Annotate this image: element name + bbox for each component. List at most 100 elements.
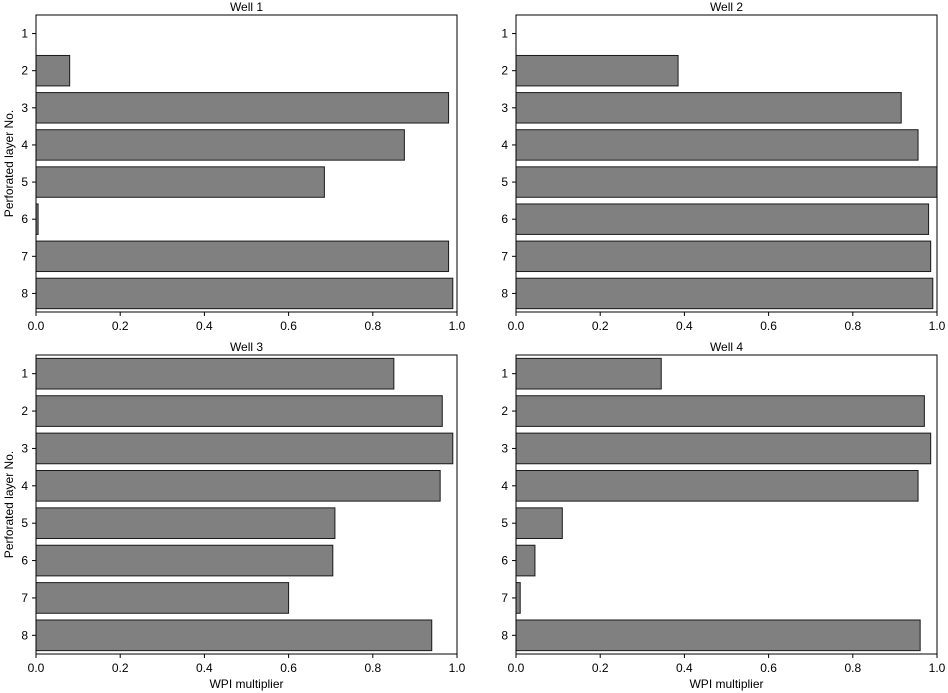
bar-layer-5 (515, 166, 938, 198)
x-tick-label: 1.0 (929, 661, 946, 675)
bar-layer-1 (35, 357, 395, 390)
y-tick-label: 5 (21, 516, 28, 530)
x-tick-label: 0.6 (760, 661, 777, 675)
y-axis-label: Perforated layer No. (2, 110, 16, 217)
panel-title: Well 1 (230, 0, 263, 14)
x-tick-label: 0.2 (592, 319, 609, 333)
x-tick-label: 0.4 (196, 661, 213, 675)
bar-layer-6 (515, 203, 930, 235)
bar-layer-7 (35, 240, 450, 273)
bar-layer-8 (35, 277, 454, 310)
y-tick-label: 8 (501, 628, 508, 642)
y-tick-label: 6 (21, 212, 28, 226)
y-tick-label: 3 (21, 441, 28, 455)
bar-layer-3 (515, 432, 932, 465)
x-tick-label: 0.2 (112, 661, 129, 675)
x-axis-label: WPI multiplier (689, 677, 763, 691)
bar-layer-7 (35, 582, 290, 614)
bar-layer-4 (35, 469, 441, 502)
y-tick-label: 4 (501, 479, 508, 493)
plot-frame (35, 354, 458, 655)
panel-well-4: Well 4 1 2 3 4 5 6 7 8 0.0 0.2 0.4 0.6 0.8 1.0 WPI mult… (501, 340, 945, 691)
bar-layer-7 (515, 582, 521, 614)
bar-layer-1 (515, 357, 662, 390)
y-tick-label: 5 (501, 175, 508, 189)
y-tick-label: 7 (501, 249, 508, 263)
x-tick-label: 0.0 (28, 661, 45, 675)
x-tick-label: 0.0 (508, 661, 525, 675)
y-tick-label: 5 (21, 175, 28, 189)
y-tick-label: 7 (21, 249, 28, 263)
y-tick-label: 1 (21, 367, 28, 381)
y-axis-label: Perforated layer No. (2, 451, 16, 558)
x-tick-label: 0.8 (364, 661, 381, 675)
y-tick-label: 2 (21, 404, 28, 418)
bar-layer-2 (515, 54, 679, 87)
y-tick-label: 4 (501, 138, 508, 152)
plot-frame (35, 14, 458, 313)
bar-layer-2 (515, 395, 925, 427)
bar-layer-3 (515, 92, 902, 124)
bar-layer-6 (35, 544, 334, 577)
bar-layer-2 (35, 395, 443, 427)
y-tick-label: 8 (21, 286, 28, 300)
bar-layer-3 (35, 92, 450, 124)
x-tick-label: 0.2 (592, 661, 609, 675)
panel-well-2: Well 2 1 2 3 4 5 6 7 8 0.0 0.2 0.4 0.6 0.8 1.0 (501, 0, 945, 333)
y-tick-label: 6 (501, 212, 508, 226)
x-tick-label: 0.8 (844, 319, 861, 333)
y-tick-label: 7 (501, 591, 508, 605)
panel-well-3: Well 3 1 2 3 4 5 6 7 8 0.0 0.2 0.4 0.6 0.8 1.0 Perforat… (2, 340, 466, 691)
plot-frame (515, 14, 938, 313)
bar-layer-5 (515, 507, 563, 540)
y-tick-label: 5 (501, 516, 508, 530)
y-tick-label: 2 (501, 404, 508, 418)
x-tick-label: 0.6 (280, 319, 297, 333)
bar-layer-5 (35, 166, 325, 198)
bar-layer-7 (515, 240, 932, 273)
x-tick-label: 0.6 (280, 661, 297, 675)
bar-layer-8 (515, 277, 934, 310)
bar-layer-5 (35, 507, 336, 540)
y-tick-label: 4 (21, 138, 28, 152)
x-tick-label: 0.8 (844, 661, 861, 675)
bar-layer-6 (515, 544, 536, 577)
x-tick-label: 0.2 (112, 319, 129, 333)
y-tick-label: 4 (21, 479, 28, 493)
bar-layer-4 (35, 129, 405, 161)
x-tick-label: 0.6 (760, 319, 777, 333)
y-tick-label: 8 (21, 628, 28, 642)
y-tick-label: 1 (501, 367, 508, 381)
x-tick-label: 0.8 (364, 319, 381, 333)
x-tick-label: 0.4 (676, 319, 693, 333)
x-tick-label: 1.0 (449, 661, 466, 675)
x-tick-label: 1.0 (449, 319, 466, 333)
bar-layer-4 (515, 469, 919, 502)
x-tick-label: 0.4 (676, 661, 693, 675)
x-tick-label: 0.4 (196, 319, 213, 333)
bar-layer-2 (35, 54, 71, 87)
y-tick-label: 2 (501, 64, 508, 78)
y-tick-label: 8 (501, 286, 508, 300)
x-tick-label: 1.0 (929, 319, 946, 333)
x-axis-label: WPI multiplier (209, 677, 283, 691)
y-tick-label: 3 (501, 101, 508, 115)
y-tick-label: 7 (21, 591, 28, 605)
panel-title: Well 2 (710, 0, 743, 14)
y-tick-label: 2 (21, 64, 28, 78)
x-tick-label: 0.0 (28, 319, 45, 333)
plot-frame (515, 354, 938, 655)
bar-layer-8 (515, 619, 921, 652)
y-tick-label: 6 (21, 554, 28, 568)
panel-title: Well 4 (710, 340, 743, 354)
bar-layer-8 (35, 619, 433, 652)
bar-layer-4 (515, 129, 919, 161)
y-tick-label: 6 (501, 554, 508, 568)
y-tick-label: 3 (21, 101, 28, 115)
y-tick-label: 3 (501, 441, 508, 455)
x-tick-label: 0.0 (508, 319, 525, 333)
panel-title: Well 3 (230, 340, 263, 354)
y-tick-label: 1 (501, 27, 508, 41)
bar-layer-3 (35, 432, 454, 465)
